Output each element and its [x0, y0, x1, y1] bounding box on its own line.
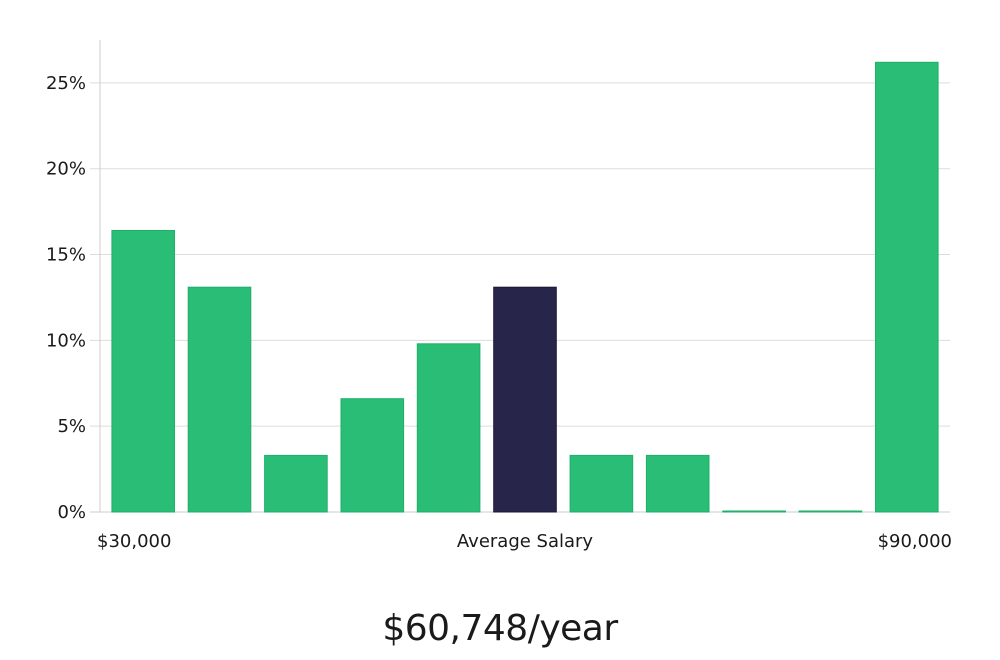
x-axis: $30,000 Average Salary $90,000 [97, 531, 952, 552]
bar [875, 61, 939, 513]
bar [416, 343, 481, 513]
y-tick-label: 5% [57, 416, 86, 437]
bars [111, 61, 939, 513]
bar [798, 510, 863, 513]
y-tick-label: 20% [46, 159, 86, 180]
bar-average-salary [493, 286, 557, 513]
y-tick-label: 10% [46, 330, 86, 351]
bar [340, 398, 405, 513]
salary-histogram: 0% 5% 10% 15% 20% 25% $30,000 Average Salary … [46, 40, 952, 552]
x-label-min: $30,000 [97, 531, 171, 552]
x-label-average: Average Salary [457, 531, 594, 552]
y-axis: 0% 5% 10% 15% 20% 25% [46, 40, 101, 523]
bar [111, 230, 175, 513]
average-salary-value: $60,748/year [382, 608, 618, 649]
x-label-max: $90,000 [878, 531, 952, 552]
bar [645, 454, 710, 513]
y-tick-label: 25% [46, 73, 86, 94]
bar [264, 454, 328, 513]
bar [187, 286, 252, 513]
bar [569, 454, 634, 513]
y-tick-label: 15% [46, 245, 86, 266]
bar [722, 510, 786, 513]
y-tick-label: 0% [57, 502, 86, 523]
